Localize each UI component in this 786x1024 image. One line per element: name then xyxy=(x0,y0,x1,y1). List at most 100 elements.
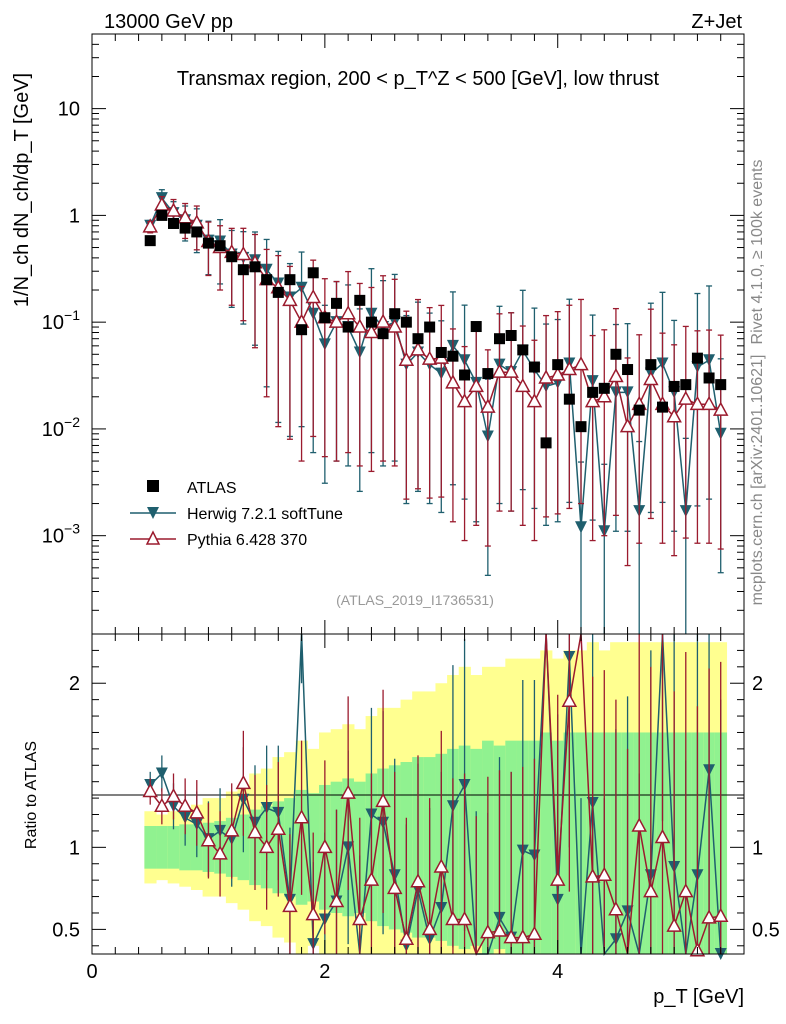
pythia-ratio-point xyxy=(154,797,170,813)
atlas-point xyxy=(412,333,424,345)
atlas-point xyxy=(610,348,622,360)
atlas-point xyxy=(319,312,331,324)
pythia-point xyxy=(468,377,484,393)
pythia-ratio-point xyxy=(258,838,275,854)
analysis-watermark: (ATLAS_2019_I1736531) xyxy=(336,592,494,608)
atlas-point xyxy=(528,361,540,373)
atlas-point xyxy=(657,401,668,413)
atlas-point xyxy=(354,294,366,306)
pythia-point xyxy=(363,323,380,339)
pythia-ratio-point xyxy=(643,883,659,898)
pythia-point xyxy=(142,218,158,233)
pythia-ratio-point xyxy=(363,871,380,886)
y-tick-label: 1 xyxy=(69,205,80,227)
atlas-point xyxy=(342,321,354,333)
ratio-series-layer xyxy=(142,633,729,960)
pythia-ratio-point xyxy=(549,871,566,886)
pythia-point xyxy=(328,313,345,328)
pythia-point xyxy=(608,367,624,383)
upper-series-layer xyxy=(142,189,729,634)
ratio-y-label: Ratio to ATLAS xyxy=(23,741,40,849)
x-tick-label: 4 xyxy=(552,961,563,983)
pythia-ratio-point xyxy=(200,832,217,847)
pythia-point xyxy=(515,377,531,393)
atlas-point xyxy=(540,437,552,449)
pythia-point xyxy=(666,408,682,423)
pythia-ratio-point xyxy=(235,774,252,790)
ratio-tick-label-right: 2 xyxy=(752,673,763,695)
pythia-point xyxy=(491,363,508,378)
atlas-point xyxy=(284,274,296,286)
atlas-point xyxy=(214,240,226,252)
header-right: Z+Jet xyxy=(691,11,742,33)
pythia-point xyxy=(165,202,182,217)
pythia-point xyxy=(480,398,496,413)
atlas-point xyxy=(587,386,599,398)
pythia-point xyxy=(375,313,391,328)
legend-herwig-marker xyxy=(147,507,159,519)
ratio-band-inner xyxy=(144,826,157,869)
pythia-ratio-point xyxy=(270,820,287,836)
x-tick-label: 2 xyxy=(319,961,330,983)
ratio-band-inner xyxy=(167,826,180,869)
pythia-ratio-point xyxy=(433,858,450,873)
atlas-point xyxy=(715,379,727,391)
pythia-ratio-point xyxy=(328,892,345,908)
x-axis-label: p_T [GeV] xyxy=(653,986,744,1008)
pythia-ratio-point xyxy=(654,828,671,844)
ratio-tick-label-right: 1 xyxy=(752,837,763,859)
pythia-point xyxy=(503,363,519,378)
atlas-point xyxy=(272,286,284,298)
series-line-pythia xyxy=(149,203,722,429)
atlas-point xyxy=(668,380,680,392)
ratio-band-inner xyxy=(540,732,553,954)
pythia-point xyxy=(282,291,298,307)
atlas-point xyxy=(598,382,610,394)
pythia-ratio-point xyxy=(701,909,717,924)
ratio-tick-label: 2 xyxy=(69,673,80,695)
atlas-point xyxy=(563,393,575,405)
pythia-point xyxy=(526,393,543,408)
atlas-point xyxy=(179,222,191,234)
atlas-point xyxy=(459,369,471,381)
legend-atlas-marker xyxy=(147,480,159,492)
atlas-point xyxy=(226,251,238,263)
pythia-ratio-point xyxy=(177,797,193,813)
pythia-point xyxy=(386,318,403,333)
y-tick-label: 10 xyxy=(58,99,80,121)
mcplots-label: mcplots.cern.ch [arXiv:2401.10621] xyxy=(749,355,766,606)
pythia-point xyxy=(573,356,589,371)
pythia-point xyxy=(619,418,636,433)
pythia-point xyxy=(235,245,252,261)
atlas-point xyxy=(552,359,564,371)
y-axis-label: 1/N_ch dN_ch/dp_T [GeV] xyxy=(11,73,33,307)
pythia-ratio-point xyxy=(165,787,182,803)
pythia-point xyxy=(678,390,694,405)
atlas-point xyxy=(249,261,261,273)
atlas-point xyxy=(237,264,249,276)
pythia-ratio-point xyxy=(608,901,624,916)
atlas-point xyxy=(202,237,214,249)
y-tick-label: 10−1 xyxy=(42,307,80,334)
atlas-point xyxy=(470,321,482,333)
upper-axes: 10−3 10−2 10−1 1 10 xyxy=(42,33,745,634)
pythia-ratio-point xyxy=(223,822,240,837)
rivet-label: Rivet 4.1.0, ≥ 100k events xyxy=(749,160,766,345)
pythia-ratio-point xyxy=(305,906,321,921)
atlas-point xyxy=(365,316,377,328)
pythia-point xyxy=(340,305,356,320)
pythia-ratio-point xyxy=(596,866,613,881)
y-tick-label: 10−2 xyxy=(42,414,80,441)
atlas-point xyxy=(494,333,505,345)
pythia-ratio-point xyxy=(631,817,647,832)
pythia-point xyxy=(712,401,729,416)
pythia-point xyxy=(561,360,578,376)
atlas-point xyxy=(144,235,156,247)
atlas-point xyxy=(261,274,273,286)
pythia-ratio-point xyxy=(340,784,356,799)
pythia-point xyxy=(421,350,438,365)
pythia-ratio-point xyxy=(678,883,694,898)
legend-pythia-marker xyxy=(145,530,161,545)
pythia-ratio-point xyxy=(515,929,531,944)
